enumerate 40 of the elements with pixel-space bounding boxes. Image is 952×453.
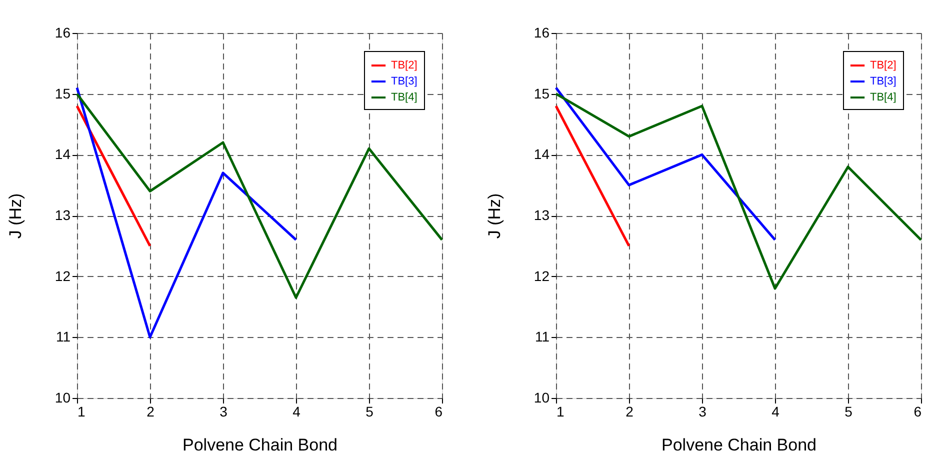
legend-label: TB[4] bbox=[391, 92, 418, 104]
y-tick-label: 16 bbox=[534, 24, 550, 40]
y-axis-title: J (Hz) bbox=[6, 193, 25, 239]
x-tick-label: 2 bbox=[626, 404, 634, 420]
legend-label: TB[2] bbox=[870, 60, 896, 72]
x-tick-label: 3 bbox=[698, 404, 707, 420]
x-tick-label: 2 bbox=[146, 404, 155, 420]
x-tick-label: 3 bbox=[220, 404, 228, 420]
y-tick-label: 11 bbox=[56, 328, 71, 345]
y-tick-label: 12 bbox=[534, 268, 550, 284]
y-tick-label: 15 bbox=[54, 85, 71, 102]
line-series bbox=[554, 92, 922, 290]
y-tick-label: 16 bbox=[54, 24, 71, 40]
x-tick-label: 4 bbox=[772, 404, 780, 420]
line-series bbox=[76, 86, 298, 338]
x-tick-label: 5 bbox=[844, 404, 853, 420]
y-tick-label: 12 bbox=[54, 268, 71, 284]
line-series bbox=[554, 86, 776, 242]
y-tick-label: 10 bbox=[54, 390, 71, 406]
y-tick-label: 14 bbox=[54, 146, 71, 162]
y-axis-title: J (Hz) bbox=[484, 193, 504, 239]
y-tick-label: 11 bbox=[534, 328, 550, 345]
x-tick-label: 1 bbox=[556, 404, 564, 420]
x-tick-label: 6 bbox=[914, 404, 922, 420]
y-tick-label: 10 bbox=[534, 390, 550, 406]
x-axis-title: Polvene Chain Bond bbox=[661, 436, 817, 453]
y-tick-label: 13 bbox=[54, 207, 71, 223]
x-tick-label: 1 bbox=[78, 404, 86, 420]
x-tick-label: 6 bbox=[434, 404, 443, 420]
x-tick-label: 4 bbox=[292, 404, 301, 420]
legend-label: TB[4] bbox=[870, 92, 896, 104]
legend-label: TB[3] bbox=[391, 76, 418, 88]
y-tick-label: 14 bbox=[534, 146, 550, 162]
x-tick-label: 5 bbox=[366, 404, 374, 420]
y-tick-label: 15 bbox=[534, 85, 550, 102]
x-axis-title: Polvene Chain Bond bbox=[182, 436, 338, 453]
legend-label: TB[2] bbox=[391, 60, 418, 72]
y-tick-label: 13 bbox=[534, 207, 550, 223]
legend-label: TB[3] bbox=[870, 76, 896, 88]
line-series bbox=[76, 92, 444, 299]
